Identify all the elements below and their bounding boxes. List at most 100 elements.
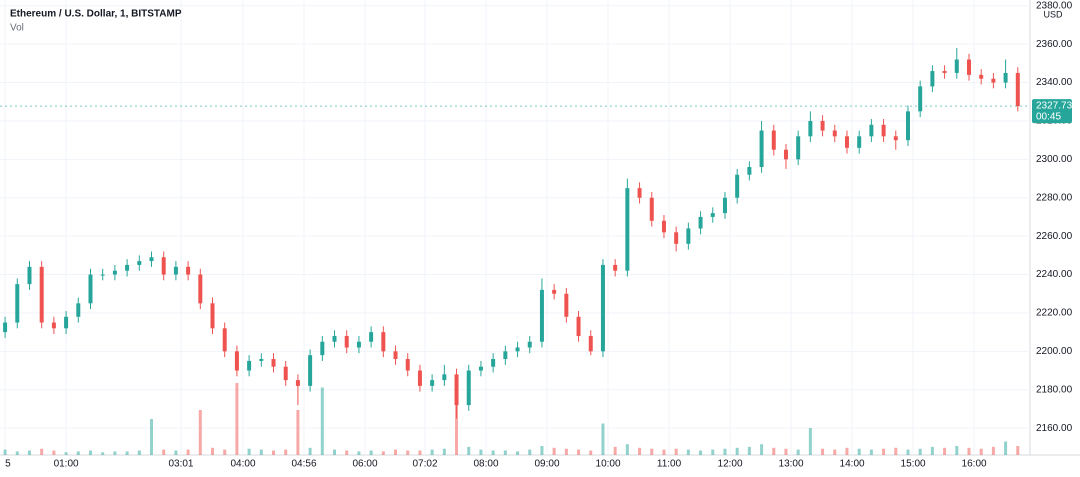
currency-label: USD <box>1043 9 1063 19</box>
y-tick-label: 2240.00 <box>1036 269 1073 280</box>
volume-bar <box>345 450 349 455</box>
candle-body <box>381 332 386 352</box>
candle-body <box>3 322 8 333</box>
volume-bar <box>76 451 80 455</box>
candle-body <box>234 351 239 371</box>
candle-body <box>308 355 313 386</box>
volume-bar <box>150 419 154 455</box>
candle-body <box>625 188 630 271</box>
candle-body <box>247 360 252 371</box>
candle-body <box>722 197 727 214</box>
candles <box>3 47 1020 419</box>
volume-bar <box>223 449 227 455</box>
candle-body <box>76 303 81 317</box>
candle-body <box>15 284 20 323</box>
candle-body <box>979 74 984 79</box>
x-tick-label: 15:00 <box>901 459 926 470</box>
candle-body <box>649 197 654 221</box>
volume-bar <box>699 450 703 455</box>
volume-bar <box>503 450 507 455</box>
candle-body <box>430 380 435 386</box>
candle-body <box>942 71 947 73</box>
candle-body <box>710 213 715 217</box>
candle-body <box>539 289 544 342</box>
x-tick-label: 09:00 <box>535 459 560 470</box>
volume-bar <box>381 451 385 455</box>
candle-body <box>966 59 971 75</box>
volume-bar <box>991 446 995 455</box>
volume-bar <box>113 451 117 455</box>
volume-bar <box>1016 446 1020 455</box>
candle-body <box>588 335 593 352</box>
candle-body <box>759 130 764 168</box>
grid <box>0 0 1030 455</box>
candle-body <box>369 332 374 342</box>
volume-bar <box>796 449 800 455</box>
volume-bar <box>723 448 727 455</box>
candle-body <box>405 359 410 371</box>
volume-bar <box>308 447 312 455</box>
y-tick-label: 2220.00 <box>1036 308 1073 319</box>
candle-body <box>771 130 776 150</box>
candle-body <box>515 347 520 352</box>
volume-bar <box>333 449 337 455</box>
candle-body <box>295 380 300 386</box>
volume-bar <box>1004 441 1008 455</box>
candle-body <box>393 351 398 360</box>
candle-body <box>64 316 69 329</box>
volume-bar <box>711 449 715 455</box>
volume-bar <box>650 448 654 455</box>
candle-body <box>783 149 788 160</box>
volume-bar <box>272 450 276 455</box>
volume-bar <box>430 449 434 455</box>
volume-bar <box>357 451 361 455</box>
candle-body <box>1015 72 1020 107</box>
volume-bar <box>601 423 605 455</box>
volume-bar <box>27 450 31 455</box>
candle-body <box>747 167 752 175</box>
volume-bar <box>211 447 215 455</box>
volume-bar <box>869 449 873 455</box>
volume-bar <box>467 446 471 455</box>
candle-body <box>210 303 215 329</box>
volume-bar <box>125 451 129 455</box>
volume-bar <box>162 449 166 455</box>
volume-bar <box>967 447 971 455</box>
x-tick-label: 08:00 <box>474 459 499 470</box>
candle-body <box>991 78 996 83</box>
candle-body <box>1003 72 1008 83</box>
volume-bar <box>174 450 178 455</box>
volume-bar <box>589 450 593 455</box>
volume-bar <box>845 447 849 455</box>
x-tick-label: 5 <box>5 459 11 470</box>
volume-bar <box>540 446 544 455</box>
y-tick-label: 2200.00 <box>1036 346 1073 357</box>
candle-body <box>149 257 154 262</box>
volume-bar <box>442 448 446 455</box>
volume-bar <box>516 451 520 455</box>
volume-bar <box>101 452 105 455</box>
x-tick-label: 01:00 <box>54 459 79 470</box>
volume-bar <box>882 448 886 455</box>
candle-body <box>125 264 130 271</box>
candle-body <box>100 274 105 276</box>
volume-bar <box>686 449 690 455</box>
candle-body <box>259 359 264 361</box>
volume-bar <box>528 449 532 455</box>
volume-bar <box>15 451 19 455</box>
candle-body <box>637 188 642 198</box>
candle-body <box>161 257 166 275</box>
candle-body <box>820 120 825 131</box>
volume-bar <box>88 450 92 455</box>
volume-bar <box>394 449 398 455</box>
volume-bar <box>857 448 861 455</box>
candle-body <box>613 264 618 271</box>
candle-body <box>832 130 837 137</box>
candle-body <box>905 111 910 141</box>
candle-body <box>320 341 325 356</box>
volume-bar <box>747 446 751 455</box>
candle-body <box>576 316 581 336</box>
volume-bar <box>235 383 239 455</box>
